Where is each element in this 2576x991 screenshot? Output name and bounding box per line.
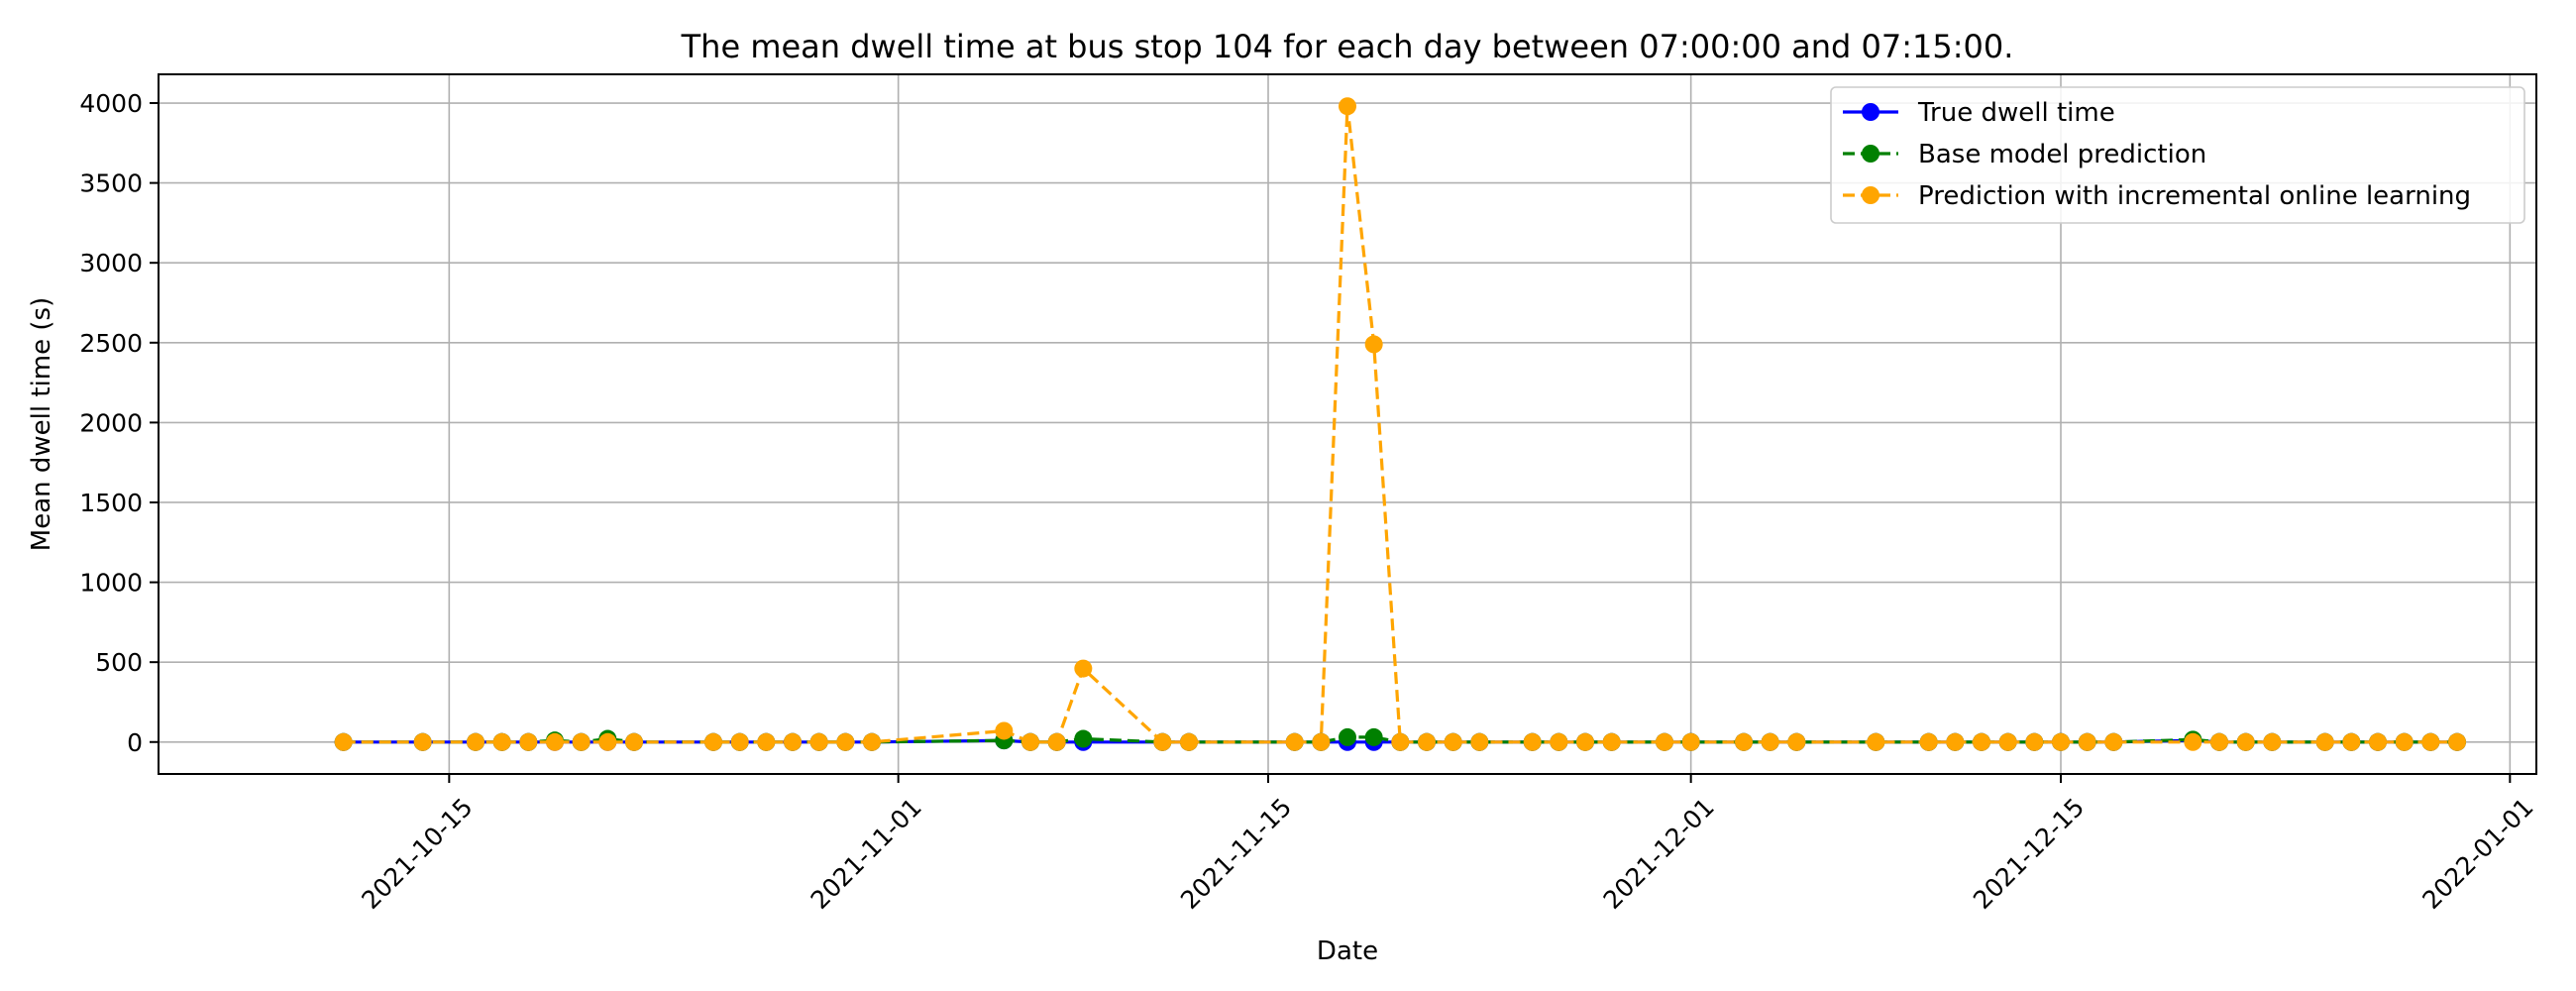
data-point xyxy=(572,732,590,751)
legend-label: Base model prediction xyxy=(1918,140,2206,169)
y-tick-label: 1500 xyxy=(79,489,143,517)
data-point xyxy=(1285,732,1304,751)
data-point xyxy=(2236,732,2255,751)
data-point xyxy=(1153,732,1172,751)
data-point xyxy=(1021,732,1039,751)
data-point xyxy=(2369,732,2387,751)
legend-marker xyxy=(1862,145,1879,163)
data-point xyxy=(492,732,511,751)
y-tick-label: 3000 xyxy=(79,249,143,277)
data-point xyxy=(1735,732,1753,751)
legend-label: True dwell time xyxy=(1917,98,2115,128)
data-point xyxy=(757,732,776,751)
data-point xyxy=(863,732,881,751)
data-point xyxy=(2395,732,2414,751)
y-axis-label: Mean dwell time (s) xyxy=(27,297,56,551)
chart-title: The mean dwell time at bus stop 104 for … xyxy=(681,28,2014,65)
data-point xyxy=(1576,732,1594,751)
legend-item: Prediction with incremental online learn… xyxy=(1843,181,2471,211)
data-point xyxy=(1681,732,1700,751)
data-point xyxy=(836,732,855,751)
data-point xyxy=(1867,732,1885,751)
data-point xyxy=(2263,732,2282,751)
data-point xyxy=(467,732,484,751)
data-point xyxy=(1312,732,1331,751)
data-point xyxy=(1550,732,1568,751)
data-point xyxy=(1047,732,1066,751)
series-3 xyxy=(334,97,2466,751)
data-point xyxy=(1444,732,1462,751)
data-point xyxy=(1919,732,1938,751)
data-point xyxy=(519,732,538,751)
data-point xyxy=(2104,732,2123,751)
data-point xyxy=(1391,732,1410,751)
data-point xyxy=(2052,732,2070,751)
grid xyxy=(159,74,2536,774)
data-point xyxy=(598,732,617,751)
legend-item: Base model prediction xyxy=(1843,140,2206,169)
data-point xyxy=(1946,732,1965,751)
plot-series xyxy=(334,97,2466,751)
legend-marker xyxy=(1862,103,1879,121)
plot-frame xyxy=(158,73,2537,775)
data-point xyxy=(625,732,643,751)
data-point xyxy=(2210,732,2228,751)
data-point xyxy=(334,732,353,751)
legend: True dwell time Base model prediction Pred… xyxy=(1830,86,2525,224)
data-point xyxy=(1339,97,1356,116)
legend-marker xyxy=(1862,186,1879,204)
data-point xyxy=(784,732,802,751)
y-tick-label: 0 xyxy=(127,728,143,757)
data-point xyxy=(1364,727,1383,746)
data-point xyxy=(730,732,749,751)
data-point xyxy=(2421,732,2440,751)
data-point xyxy=(1074,729,1093,748)
data-point xyxy=(1523,732,1542,751)
data-point xyxy=(1787,732,1806,751)
y-tick-label: 2500 xyxy=(79,329,143,358)
legend-label: Prediction with incremental online learn… xyxy=(1918,181,2471,211)
y-tick-label: 1000 xyxy=(79,569,143,598)
data-point xyxy=(704,732,722,751)
data-point xyxy=(1761,732,1779,751)
data-point xyxy=(1418,732,1436,751)
legend-item: True dwell time xyxy=(1843,98,2115,128)
data-point xyxy=(2315,732,2334,751)
data-point xyxy=(1180,732,1198,751)
y-tick-label: 500 xyxy=(95,648,143,677)
data-point xyxy=(2184,732,2202,751)
legend-box xyxy=(1830,86,2525,224)
series-line xyxy=(343,106,2457,744)
y-tick-label: 2000 xyxy=(79,408,143,437)
data-point xyxy=(413,732,432,751)
data-point xyxy=(1656,732,1673,751)
data-point xyxy=(1339,727,1356,746)
data-point xyxy=(1602,732,1621,751)
data-point xyxy=(809,732,828,751)
data-point xyxy=(2342,732,2361,751)
data-point xyxy=(1364,335,1383,354)
data-point xyxy=(995,721,1014,740)
data-point xyxy=(1973,732,1990,751)
y-tick-label: 4000 xyxy=(79,89,143,118)
data-point xyxy=(2025,732,2044,751)
data-point xyxy=(1470,732,1489,751)
data-point xyxy=(1074,659,1093,678)
data-point xyxy=(546,732,564,751)
data-point xyxy=(2448,732,2466,751)
data-point xyxy=(2078,732,2096,751)
y-tick-label: 3500 xyxy=(79,169,143,198)
data-point xyxy=(1998,732,2017,751)
x-axis-label: Date xyxy=(1317,936,1378,966)
